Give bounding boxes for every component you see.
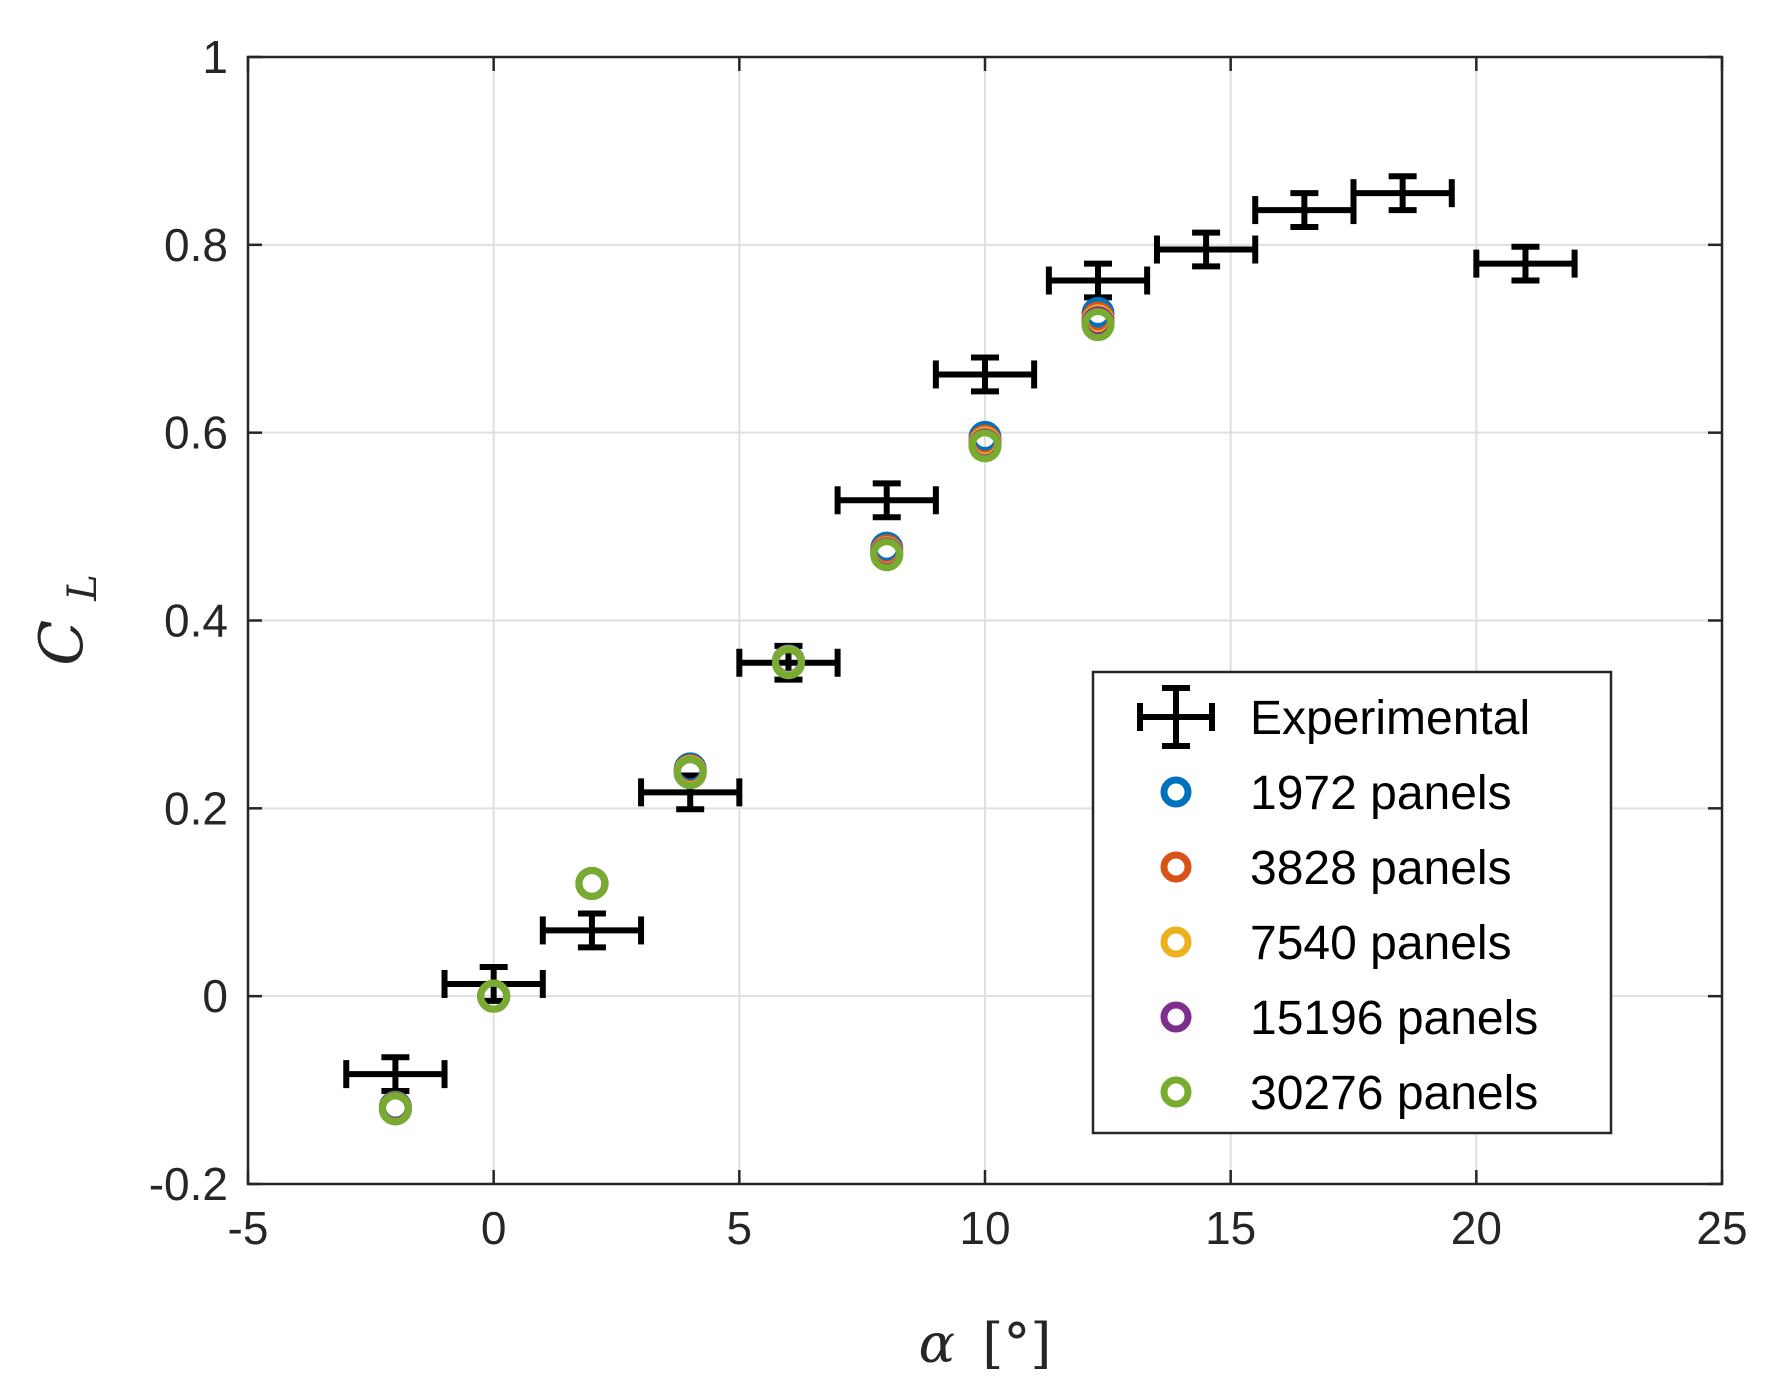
legend-entries: Experimental 1972 panels 3828 panels 7540 p…: [1137, 685, 1538, 1120]
experimental-point: [834, 480, 939, 521]
y-axis-label-base: C: [27, 620, 97, 666]
series-30276-panels: [378, 308, 1115, 1126]
data-point: [477, 979, 511, 1013]
y-tick-label: 0: [202, 970, 228, 1022]
legend-label: 30276 panels: [1250, 1067, 1538, 1120]
legend-marker: [1160, 1001, 1192, 1033]
data-point: [870, 538, 904, 572]
legend-label: 1972 panels: [1250, 767, 1512, 820]
x-axis-label: α [°]: [919, 1312, 1052, 1375]
data-point: [1081, 308, 1115, 342]
legend-marker: [1160, 851, 1192, 883]
x-tick-label: 15: [1205, 1202, 1256, 1254]
data-point: [575, 866, 609, 900]
experimental-point: [343, 1054, 448, 1095]
data-point: [968, 429, 1002, 463]
y-tick-labels: -0.2 0 0.2 0.4 0.6 0.8 1: [149, 31, 228, 1210]
data-point: [673, 756, 707, 790]
x-axis-label-unit: [°]: [982, 1312, 1051, 1375]
x-tick-label: 25: [1696, 1202, 1747, 1254]
legend-entry: 1972 panels: [1160, 767, 1512, 820]
legend-label: Experimental: [1250, 692, 1530, 745]
legend: Experimental 1972 panels 3828 panels 7540 p…: [1091, 670, 1613, 1135]
axis-ticks: [246, 55, 1724, 1186]
y-tick-label: 0.2: [164, 782, 228, 834]
data-point: [378, 1092, 412, 1126]
experimental-point: [1252, 190, 1357, 230]
y-axis-label: C L: [27, 574, 106, 666]
data-point: [771, 646, 805, 680]
legend-entry-experimental: Experimental: [1137, 685, 1530, 749]
legend-label: 7540 panels: [1250, 917, 1512, 970]
legend-label: 15196 panels: [1250, 992, 1538, 1045]
legend-entry: 3828 panels: [1160, 842, 1512, 895]
simulation-series: [378, 296, 1115, 1126]
experimental-point: [932, 354, 1038, 395]
x-tick-label: 5: [727, 1202, 753, 1254]
experimental-point: [539, 910, 645, 951]
y-tick-label: -0.2: [149, 1158, 228, 1210]
y-axis-label-sub: L: [60, 574, 106, 602]
x-tick-labels: -5 0 5 10 15 20 25: [228, 1202, 1748, 1254]
legend-marker: [1160, 1076, 1192, 1108]
legend-entry: 15196 panels: [1160, 992, 1538, 1045]
legend-label: 3828 panels: [1250, 842, 1512, 895]
x-tick-label: 0: [481, 1202, 507, 1254]
experimental-point: [1350, 173, 1455, 214]
experimental-point: [1045, 260, 1151, 301]
y-tick-label: 0.6: [164, 407, 228, 459]
legend-marker: [1160, 926, 1192, 958]
y-tick-label: 1: [202, 31, 228, 83]
y-tick-label: 0.8: [164, 219, 228, 271]
x-tick-label: 20: [1451, 1202, 1502, 1254]
x-tick-label: 10: [959, 1202, 1010, 1254]
y-tick-label: 0.4: [164, 595, 228, 647]
legend-entry: 7540 panels: [1160, 917, 1512, 970]
experimental-point: [1153, 229, 1259, 270]
legend-marker: [1160, 776, 1192, 808]
legend-entry: 30276 panels: [1160, 1067, 1538, 1120]
experimental-point: [1473, 243, 1578, 284]
x-tick-label: -5: [228, 1202, 269, 1254]
x-axis-label-symbol: α: [919, 1312, 955, 1375]
